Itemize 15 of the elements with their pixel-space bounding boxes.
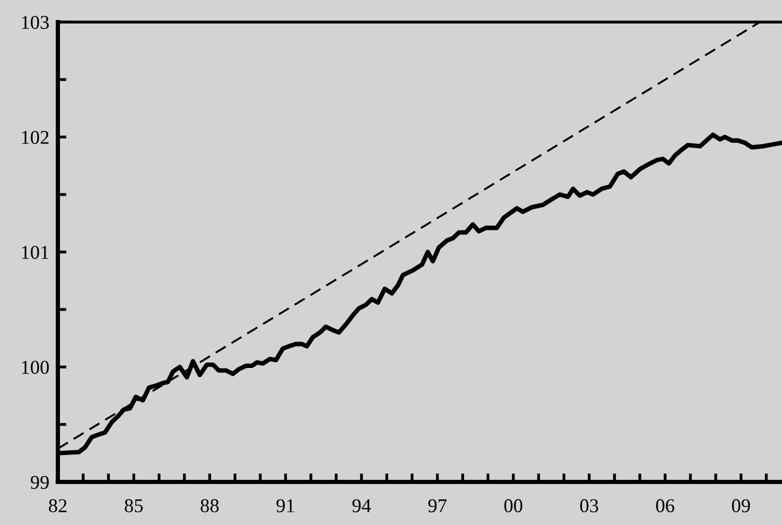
x-tick-label: 82 bbox=[48, 499, 67, 512]
y-tick-label: 102 bbox=[22, 130, 48, 144]
y-tick-label: 99 bbox=[30, 476, 49, 489]
x-tick-label: 85 bbox=[124, 499, 143, 512]
y-tick-label: 101 bbox=[22, 246, 48, 259]
x-tick-label: 94 bbox=[352, 499, 371, 512]
x-tick-label: 88 bbox=[200, 499, 219, 512]
x-tick-label: 06 bbox=[656, 499, 674, 512]
x-tick-label: 00 bbox=[504, 499, 522, 512]
x-tick-label: 91 bbox=[276, 499, 294, 512]
x-tick-label: 97 bbox=[428, 499, 447, 512]
y-tick-label: 103 bbox=[22, 16, 49, 29]
y-tick-label: 100 bbox=[22, 360, 49, 374]
x-tick-label: 03 bbox=[580, 499, 598, 512]
x-tick-label: 09 bbox=[732, 499, 750, 512]
